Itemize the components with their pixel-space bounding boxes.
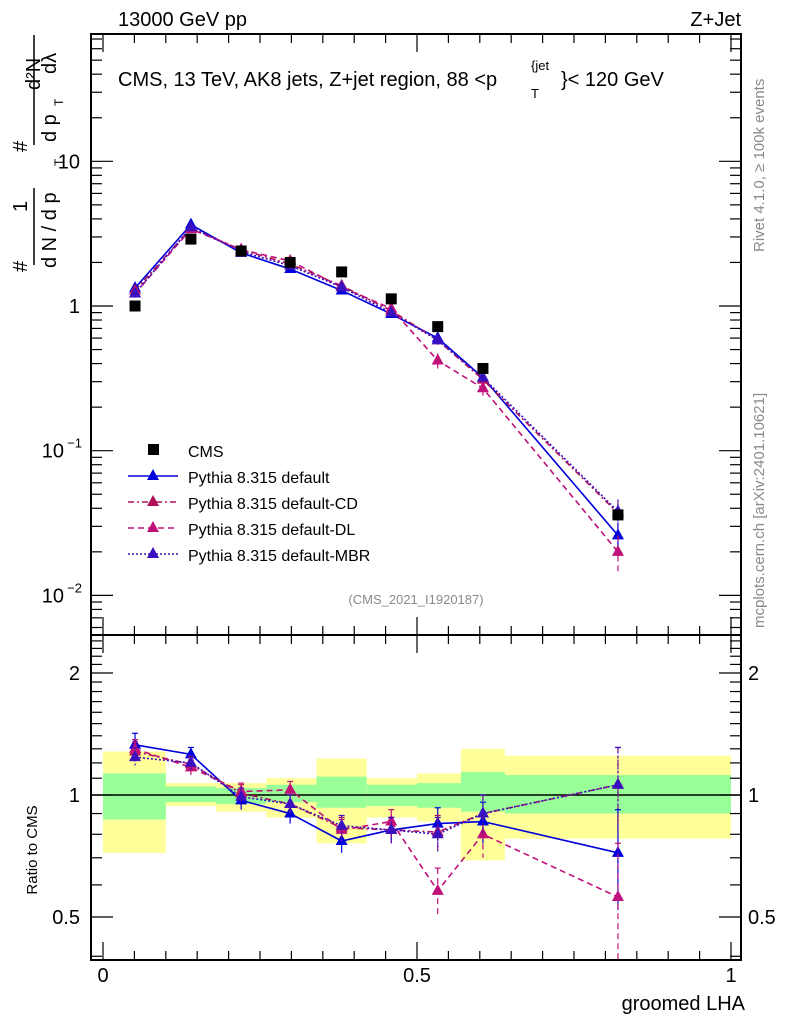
legend-marker-square: [148, 444, 159, 455]
title-superscript: {jet: [531, 58, 549, 73]
ratio-point-2-8: [611, 890, 624, 902]
cms-point-8: [612, 509, 624, 521]
legend-marker-triangle: [147, 547, 159, 558]
main-ytick-label-3: 10: [42, 585, 64, 607]
ratio-ytick-label-right-1: 1: [748, 785, 759, 807]
main-line-1: [134, 223, 619, 536]
legend: CMS Pythia 8.315 default Pythia 8.315 defa…: [128, 444, 370, 565]
legend-item: Pythia 8.315 default: [128, 469, 330, 487]
ratio-frame: [90, 634, 742, 961]
title-tail: }< 120 GeV: [561, 69, 665, 91]
main-point-3-6: [431, 353, 444, 365]
ylabel-dlambda: dλ: [39, 53, 61, 74]
ratio-series-layer: [129, 732, 624, 960]
title-subscript: T: [531, 86, 539, 101]
legend-label: Pythia 8.315 default-MBR: [188, 548, 370, 565]
main-point-3-8: [611, 544, 624, 556]
main-point-1-8: [611, 528, 624, 540]
ratio-ytick-label-left-1: 1: [69, 785, 80, 807]
green-band-4: [316, 776, 367, 808]
legend-item: Pythia 8.315 default-CD: [128, 495, 358, 513]
legend-label: Pythia 8.315 default-CD: [188, 496, 358, 513]
ratio-line-2: [134, 748, 619, 898]
ratio-point-3-1: [184, 755, 197, 767]
ylabel-hash-2: #: [10, 140, 32, 152]
main-ytick-exponent-2: −1: [67, 436, 82, 451]
cms-point-3: [284, 256, 296, 268]
ratio-point-3-3: [284, 797, 297, 809]
legend-item: CMS: [148, 444, 224, 461]
legend-marker-triangle: [147, 469, 159, 480]
ratio-point-3-7: [476, 806, 489, 818]
cms-point-6: [432, 321, 444, 333]
cms-point-4: [336, 266, 348, 278]
main-point-4-7: [476, 370, 489, 382]
xtick-label-1: 0.5: [403, 965, 431, 987]
cms-point-7: [477, 362, 489, 374]
ratio-axes: 2 2 1 1 0.5 0.5 0 0.5 1: [52, 634, 776, 987]
main-point-4-5: [385, 305, 398, 317]
ratio-point-3-0: [129, 750, 142, 762]
ratio-point-3-5: [385, 822, 398, 834]
main-ytick-label-0: 10: [58, 151, 80, 173]
legend-item: Pythia 8.315 default-MBR: [128, 547, 370, 565]
cms-point-2: [235, 245, 247, 257]
legend-label: CMS: [188, 444, 224, 461]
ratio-point-3-4: [335, 818, 348, 830]
ylabel-denominator: d N / d p: [39, 192, 61, 268]
main-point-4-0: [129, 286, 142, 298]
legend-label: Pythia 8.315 default: [188, 470, 330, 487]
main-frame: [90, 33, 742, 636]
ratio-point-3-2: [235, 789, 248, 801]
mcplots-label: mcplots.cern.ch [arXiv:2401.10621]: [751, 393, 768, 628]
header-energy-label: 13000 GeV pp: [118, 9, 247, 31]
cms-point-1: [185, 233, 197, 245]
main-point-4-4: [335, 280, 348, 292]
main-line-4: [134, 226, 619, 513]
cms-point-5: [385, 293, 397, 305]
legend-item: Pythia 8.315 default-DL: [128, 521, 355, 539]
ylabel-sub-T-2: T: [52, 98, 66, 106]
main-point-3-7: [476, 381, 489, 393]
ratio-point-2-5: [385, 814, 398, 826]
ratio-ytick-label-left-2: 0.5: [52, 907, 80, 929]
title-main: CMS, 13 TeV, AK8 jets, Z+jet region, 88 …: [118, 69, 497, 91]
ratio-ytick-label-left-0: 2: [69, 663, 80, 685]
ratio-ylabel: Ratio to CMS: [24, 805, 41, 894]
main-ylabel: # 1 d N / d p T # d²N d p T dλ: [10, 35, 66, 272]
main-point-4-6: [431, 333, 444, 345]
xlabel: groomed LHA: [622, 993, 746, 1015]
main-point-4-1: [184, 220, 197, 232]
ylabel-hash-1: #: [10, 260, 32, 272]
main-series-layer: [129, 217, 624, 575]
ratio-ytick-label-right-0: 2: [748, 663, 759, 685]
legend-marker-triangle: [147, 495, 159, 506]
xtick-label-0: 0: [97, 965, 108, 987]
main-ytick-label-1: 1: [69, 296, 80, 318]
ratio-ytick-label-right-2: 0.5: [748, 907, 776, 929]
ylabel-one: 1: [10, 201, 32, 212]
xtick-label-2: 1: [725, 965, 736, 987]
main-ytick-label-2: 10: [42, 441, 64, 463]
ratio-point-0-8: [611, 845, 624, 857]
header-process-label: Z+Jet: [690, 9, 741, 31]
legend-label: Pythia 8.315 default-DL: [188, 522, 355, 539]
ylabel-sub-T-1: T: [52, 158, 66, 166]
analysis-id-label: (CMS_2021_I1920187): [348, 592, 483, 607]
main-title: CMS, 13 TeV, AK8 jets, Z+jet region, 88 …: [118, 58, 665, 101]
main-ytick-exponent-3: −2: [67, 580, 82, 595]
ratio-point-0-4: [335, 834, 348, 846]
green-band-0: [103, 773, 166, 820]
ratio-point-2-6: [431, 883, 444, 895]
ylabel-denominator-2: d p: [39, 114, 61, 142]
ratio-point-3-8: [611, 777, 624, 789]
ratio-point-3-6: [431, 827, 444, 839]
cms-point-0: [129, 300, 141, 312]
legend-marker-triangle: [147, 521, 159, 532]
ratio-line-3: [134, 756, 619, 836]
ratio-point-2-3: [284, 782, 297, 794]
rivet-version-label: Rivet 4.1.0, ≥ 100k events: [751, 79, 768, 252]
